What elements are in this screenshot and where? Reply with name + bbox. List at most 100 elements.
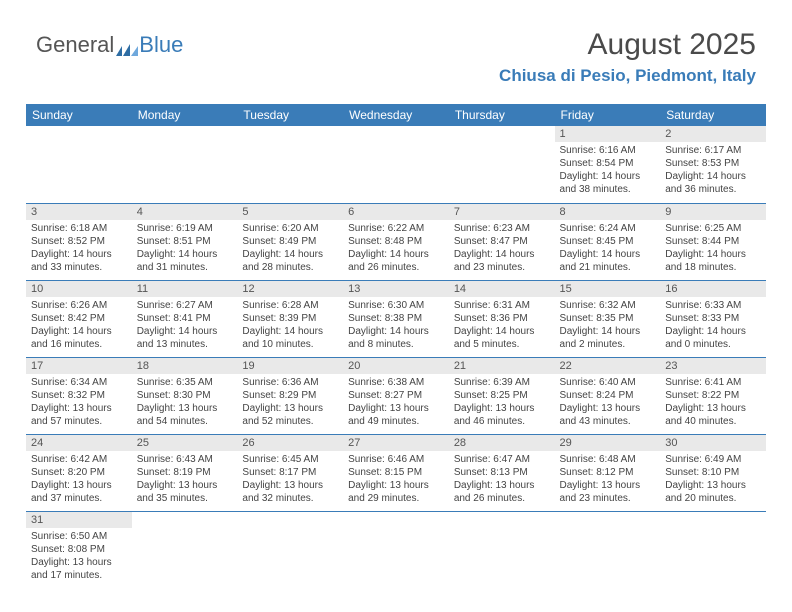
day-body: Sunrise: 6:16 AMSunset: 8:54 PMDaylight:…: [555, 142, 661, 200]
day-line-d2: and 13 minutes.: [137, 338, 233, 351]
day-line-ss: Sunset: 8:12 PM: [560, 466, 656, 479]
day-number: 12: [237, 281, 343, 297]
day-line-d1: Daylight: 13 hours: [560, 402, 656, 415]
day-line-ss: Sunset: 8:52 PM: [31, 235, 127, 248]
day-line-sr: Sunrise: 6:28 AM: [242, 299, 338, 312]
day-number: 29: [555, 435, 661, 451]
calendar-day-cell: 1Sunrise: 6:16 AMSunset: 8:54 PMDaylight…: [555, 126, 661, 203]
day-number: 16: [660, 281, 766, 297]
day-line-ss: Sunset: 8:33 PM: [665, 312, 761, 325]
day-body: Sunrise: 6:46 AMSunset: 8:15 PMDaylight:…: [343, 451, 449, 509]
calendar-day-cell: 23Sunrise: 6:41 AMSunset: 8:22 PMDayligh…: [660, 357, 766, 434]
day-number: 9: [660, 204, 766, 220]
calendar-day-cell: 28Sunrise: 6:47 AMSunset: 8:13 PMDayligh…: [449, 434, 555, 511]
day-line-d1: Daylight: 14 hours: [348, 325, 444, 338]
weekday-header: Wednesday: [343, 104, 449, 126]
calendar-week-row: 24Sunrise: 6:42 AMSunset: 8:20 PMDayligh…: [26, 434, 766, 511]
calendar-day-cell: 18Sunrise: 6:35 AMSunset: 8:30 PMDayligh…: [132, 357, 238, 434]
day-line-d2: and 5 minutes.: [454, 338, 550, 351]
calendar-day-cell: 31Sunrise: 6:50 AMSunset: 8:08 PMDayligh…: [26, 511, 132, 588]
day-number: 25: [132, 435, 238, 451]
day-line-ss: Sunset: 8:53 PM: [665, 157, 761, 170]
day-line-d1: Daylight: 13 hours: [454, 402, 550, 415]
page-title: August 2025: [588, 28, 756, 62]
day-number: 2: [660, 126, 766, 142]
day-line-sr: Sunrise: 6:47 AM: [454, 453, 550, 466]
day-line-d1: Daylight: 13 hours: [242, 479, 338, 492]
day-number: 1: [555, 126, 661, 142]
day-line-d2: and 43 minutes.: [560, 415, 656, 428]
day-body: Sunrise: 6:38 AMSunset: 8:27 PMDaylight:…: [343, 374, 449, 432]
calendar-day-cell: [343, 126, 449, 203]
day-number: 7: [449, 204, 555, 220]
calendar-day-cell: [237, 126, 343, 203]
calendar-day-cell: 9Sunrise: 6:25 AMSunset: 8:44 PMDaylight…: [660, 203, 766, 280]
day-line-d1: Daylight: 14 hours: [137, 248, 233, 261]
day-line-d1: Daylight: 13 hours: [348, 479, 444, 492]
day-line-d2: and 57 minutes.: [31, 415, 127, 428]
day-line-d2: and 8 minutes.: [348, 338, 444, 351]
day-line-ss: Sunset: 8:30 PM: [137, 389, 233, 402]
calendar-week-row: 1Sunrise: 6:16 AMSunset: 8:54 PMDaylight…: [26, 126, 766, 203]
day-body: Sunrise: 6:35 AMSunset: 8:30 PMDaylight:…: [132, 374, 238, 432]
day-line-ss: Sunset: 8:39 PM: [242, 312, 338, 325]
day-line-ss: Sunset: 8:15 PM: [348, 466, 444, 479]
day-body: Sunrise: 6:42 AMSunset: 8:20 PMDaylight:…: [26, 451, 132, 509]
day-line-d2: and 29 minutes.: [348, 492, 444, 505]
day-line-ss: Sunset: 8:22 PM: [665, 389, 761, 402]
day-line-d1: Daylight: 13 hours: [560, 479, 656, 492]
day-line-ss: Sunset: 8:17 PM: [242, 466, 338, 479]
calendar-day-cell: [449, 511, 555, 588]
day-line-d1: Daylight: 14 hours: [242, 248, 338, 261]
logo-flag-icon: [116, 38, 138, 52]
day-line-ss: Sunset: 8:51 PM: [137, 235, 233, 248]
logo: General Blue: [36, 32, 183, 58]
day-number: 18: [132, 358, 238, 374]
calendar-table: Sunday Monday Tuesday Wednesday Thursday…: [26, 104, 766, 588]
day-body: Sunrise: 6:20 AMSunset: 8:49 PMDaylight:…: [237, 220, 343, 278]
day-line-d1: Daylight: 14 hours: [454, 248, 550, 261]
day-number: 22: [555, 358, 661, 374]
calendar-day-cell: 13Sunrise: 6:30 AMSunset: 8:38 PMDayligh…: [343, 280, 449, 357]
calendar-day-cell: [660, 511, 766, 588]
calendar-day-cell: [26, 126, 132, 203]
day-line-d1: Daylight: 13 hours: [31, 556, 127, 569]
day-number: 3: [26, 204, 132, 220]
day-line-d2: and 38 minutes.: [560, 183, 656, 196]
day-number: 11: [132, 281, 238, 297]
day-number: 13: [343, 281, 449, 297]
day-line-d1: Daylight: 14 hours: [560, 170, 656, 183]
weekday-header-row: Sunday Monday Tuesday Wednesday Thursday…: [26, 104, 766, 126]
day-number: 24: [26, 435, 132, 451]
day-number: 14: [449, 281, 555, 297]
day-body: Sunrise: 6:25 AMSunset: 8:44 PMDaylight:…: [660, 220, 766, 278]
weekday-header: Tuesday: [237, 104, 343, 126]
calendar-day-cell: 11Sunrise: 6:27 AMSunset: 8:41 PMDayligh…: [132, 280, 238, 357]
calendar-body: 1Sunrise: 6:16 AMSunset: 8:54 PMDaylight…: [26, 126, 766, 588]
day-line-ss: Sunset: 8:13 PM: [454, 466, 550, 479]
day-line-d2: and 18 minutes.: [665, 261, 761, 274]
day-line-d1: Daylight: 13 hours: [665, 479, 761, 492]
day-body: Sunrise: 6:24 AMSunset: 8:45 PMDaylight:…: [555, 220, 661, 278]
day-number: 4: [132, 204, 238, 220]
day-body: Sunrise: 6:36 AMSunset: 8:29 PMDaylight:…: [237, 374, 343, 432]
day-number: 31: [26, 512, 132, 528]
weekday-header: Sunday: [26, 104, 132, 126]
day-line-sr: Sunrise: 6:36 AM: [242, 376, 338, 389]
day-number: 15: [555, 281, 661, 297]
day-body: Sunrise: 6:28 AMSunset: 8:39 PMDaylight:…: [237, 297, 343, 355]
calendar-week-row: 17Sunrise: 6:34 AMSunset: 8:32 PMDayligh…: [26, 357, 766, 434]
day-line-d1: Daylight: 13 hours: [665, 402, 761, 415]
day-body: Sunrise: 6:19 AMSunset: 8:51 PMDaylight:…: [132, 220, 238, 278]
calendar-day-cell: 21Sunrise: 6:39 AMSunset: 8:25 PMDayligh…: [449, 357, 555, 434]
calendar-day-cell: [132, 511, 238, 588]
day-line-sr: Sunrise: 6:24 AM: [560, 222, 656, 235]
day-number: 8: [555, 204, 661, 220]
day-line-ss: Sunset: 8:25 PM: [454, 389, 550, 402]
day-line-d2: and 32 minutes.: [242, 492, 338, 505]
day-line-d1: Daylight: 13 hours: [348, 402, 444, 415]
calendar-day-cell: 7Sunrise: 6:23 AMSunset: 8:47 PMDaylight…: [449, 203, 555, 280]
day-line-d1: Daylight: 13 hours: [454, 479, 550, 492]
day-line-ss: Sunset: 8:36 PM: [454, 312, 550, 325]
day-body: Sunrise: 6:33 AMSunset: 8:33 PMDaylight:…: [660, 297, 766, 355]
